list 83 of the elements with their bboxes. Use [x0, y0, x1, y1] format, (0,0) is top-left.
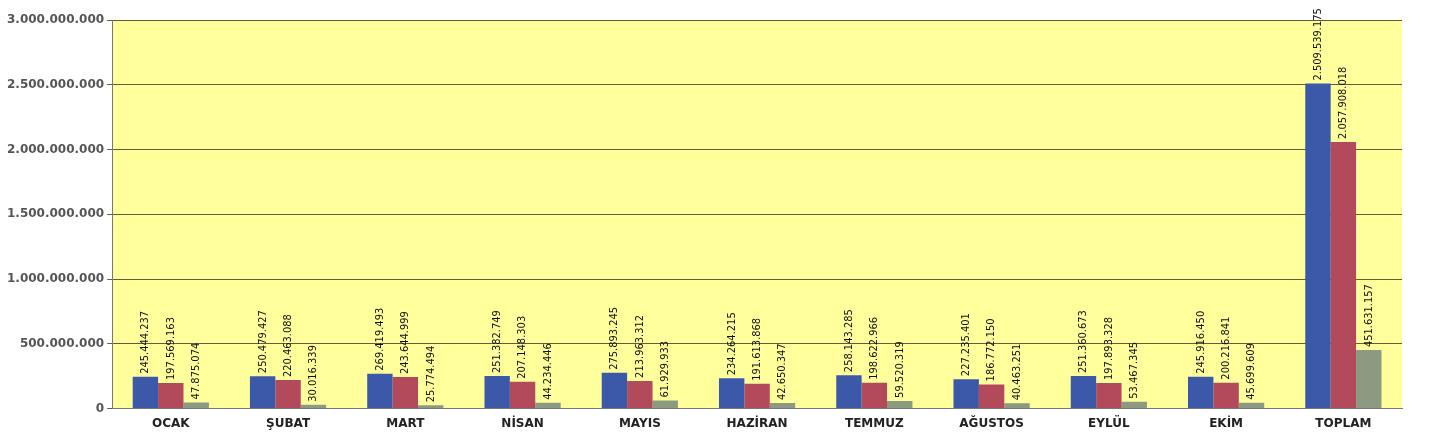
bar	[1213, 382, 1239, 409]
bar	[953, 379, 979, 409]
data-label: 269.419.493	[372, 307, 386, 371]
y-tick-label: 3.000.000.000	[7, 12, 105, 27]
bar	[1004, 403, 1030, 409]
bar	[1070, 376, 1097, 409]
data-label: 42.650.347	[775, 343, 789, 401]
data-label: 227.235.401	[959, 313, 973, 377]
bar	[249, 376, 276, 409]
data-label: 59.520.319	[892, 341, 906, 398]
data-label: 61.929.933	[658, 340, 672, 398]
x-tick-label: EYLÜL	[1088, 414, 1130, 430]
bar	[601, 372, 628, 409]
x-tick-label: OCAK	[152, 415, 191, 430]
data-label: 243.644.999	[398, 311, 412, 375]
bar	[769, 403, 796, 409]
bar	[836, 375, 862, 409]
y-tick-label: 1.000.000.000	[7, 271, 105, 286]
y-tick-label: 500.000.000	[19, 335, 105, 350]
bar	[509, 381, 536, 409]
data-label: 40.463.251	[1009, 343, 1023, 401]
data-label: 213.963.312	[632, 314, 646, 378]
bar	[718, 378, 745, 409]
data-label: 47.875.074	[189, 342, 203, 400]
bar	[861, 382, 888, 409]
bar	[418, 405, 444, 409]
data-label: 245.444.237	[138, 310, 152, 374]
data-label: 207.148.303	[515, 315, 529, 379]
bar	[367, 373, 393, 409]
y-tick-label: 0	[95, 400, 105, 415]
bar	[1096, 382, 1122, 409]
data-label: 258.143.285	[841, 309, 855, 373]
bar	[158, 383, 184, 409]
data-label: 451.631.157	[1361, 284, 1375, 348]
bar	[1238, 402, 1265, 409]
data-label: 251.382.749	[490, 310, 504, 374]
data-label: 200.216.841	[1218, 316, 1232, 380]
bar	[1305, 83, 1331, 409]
x-tick-label: NİSAN	[501, 414, 544, 430]
data-label: 234.264.215	[724, 312, 738, 376]
bar	[132, 376, 159, 409]
data-label: 44.234.446	[540, 343, 554, 400]
bar	[1121, 401, 1147, 409]
x-tick-label: MART	[386, 415, 426, 430]
bar	[275, 380, 301, 409]
bar	[652, 400, 678, 409]
data-label: 45.699.609	[1244, 343, 1258, 400]
data-label: 250.479.427	[255, 310, 269, 374]
data-label: 251.360.673	[1076, 310, 1090, 374]
data-label: 2.509.539.175	[1310, 8, 1324, 81]
x-tick-label: HAZİRAN	[726, 414, 788, 430]
x-tick-label: AĞUSTOS	[959, 414, 1024, 430]
x-tick-label: ŞUBAT	[266, 415, 311, 430]
data-label: 245.916.450	[1193, 310, 1207, 374]
bar	[1356, 350, 1382, 409]
data-label: 198.622.966	[867, 316, 881, 380]
bar	[392, 377, 419, 409]
data-label: 186.772.150	[984, 318, 998, 382]
x-tick-label: TEMMUZ	[844, 415, 904, 430]
bar	[535, 402, 561, 409]
data-label: 25.774.494	[423, 345, 437, 403]
data-label: 191.613.868	[749, 317, 763, 381]
bar	[484, 376, 510, 409]
y-tick-label: 1.500.000.000	[7, 206, 105, 221]
y-tick-label: 2.000.000.000	[7, 141, 105, 156]
x-tick-label: TOPLAM	[1315, 415, 1372, 430]
bar	[1188, 376, 1214, 409]
bar	[978, 384, 1005, 409]
data-label: 220.463.088	[280, 314, 294, 378]
data-label: 197.569.163	[163, 317, 177, 381]
bar	[627, 380, 653, 409]
bar	[1330, 142, 1357, 409]
bar	[183, 402, 209, 409]
x-tick-label: MAYIS	[618, 415, 661, 430]
bar	[744, 383, 770, 409]
data-label: 30.016.339	[306, 345, 320, 402]
data-label: 197.893.328	[1101, 317, 1115, 380]
bar	[887, 400, 913, 409]
data-label: 2.057.908.018	[1336, 66, 1350, 140]
data-label: 53.467.345	[1127, 342, 1141, 399]
data-label: 275.893.245	[607, 306, 621, 370]
x-tick-label: EKİM	[1209, 414, 1244, 430]
y-tick-label: 2.500.000.000	[7, 76, 105, 91]
